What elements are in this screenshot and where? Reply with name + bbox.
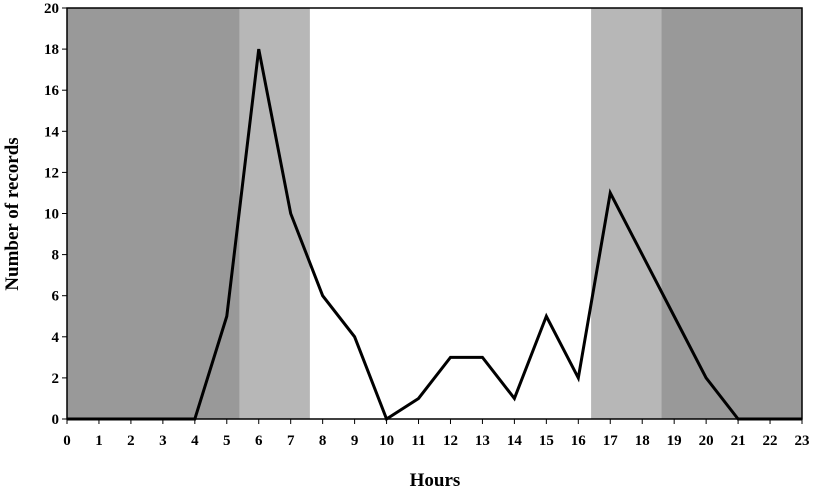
shaded-bands — [67, 8, 802, 419]
x-tick-label: 22 — [763, 433, 778, 449]
shaded-band — [591, 8, 662, 419]
y-tick-label: 16 — [44, 83, 60, 99]
x-tick-label: 13 — [475, 433, 490, 449]
x-tick-label: 3 — [159, 433, 167, 449]
x-tick-label: 1 — [95, 433, 103, 449]
x-tick-label: 12 — [443, 433, 458, 449]
x-tick-label: 14 — [507, 433, 523, 449]
shaded-band — [661, 8, 802, 419]
x-axis-ticks: 0 1 2 3 4 5 6 7 8 9 10 11 12 13 14 15 16 17 18 19 20 21 22 23 — [63, 419, 810, 449]
x-tick-label: 19 — [667, 433, 682, 449]
x-axis-title: Hours — [410, 470, 461, 489]
y-tick-label: 8 — [52, 248, 60, 264]
x-tick-label: 0 — [63, 433, 71, 449]
x-tick-label: 16 — [571, 433, 587, 449]
x-tick-label: 6 — [255, 433, 263, 449]
x-tick-label: 18 — [635, 433, 650, 449]
y-tick-label: 6 — [52, 289, 60, 305]
series-group — [66, 48, 803, 422]
y-tick-label: 2 — [52, 371, 60, 387]
x-tick-label: 4 — [191, 433, 199, 449]
y-tick-label: 4 — [52, 330, 60, 346]
x-tick-label: 10 — [379, 433, 394, 449]
x-tick-label: 15 — [539, 433, 554, 449]
y-tick-label: 14 — [44, 124, 60, 140]
y-tick-label: 20 — [44, 1, 59, 17]
x-tick-label: 9 — [351, 433, 359, 449]
x-tick-label: 20 — [699, 433, 714, 449]
x-tick-label: 7 — [287, 433, 295, 449]
y-axis-ticks: 0 2 4 6 8 10 12 14 16 18 20 — [44, 1, 67, 428]
series-line — [67, 48, 802, 422]
x-tick-label: 8 — [319, 433, 327, 449]
x-tick-label: 21 — [731, 433, 746, 449]
x-tick-label: 11 — [411, 433, 425, 449]
y-tick-label: 18 — [44, 42, 59, 58]
y-tick-label: 10 — [44, 207, 59, 223]
x-tick-label: 17 — [603, 433, 619, 449]
shaded-band — [67, 8, 240, 419]
y-axis-title: Number of records — [2, 137, 23, 290]
y-tick-label: 0 — [52, 412, 60, 428]
shaded-band — [239, 8, 310, 419]
x-tick-label: 2 — [127, 433, 135, 449]
x-tick-label: 5 — [223, 433, 231, 449]
x-tick-label: 23 — [795, 433, 810, 449]
y-tick-label: 12 — [44, 165, 59, 181]
